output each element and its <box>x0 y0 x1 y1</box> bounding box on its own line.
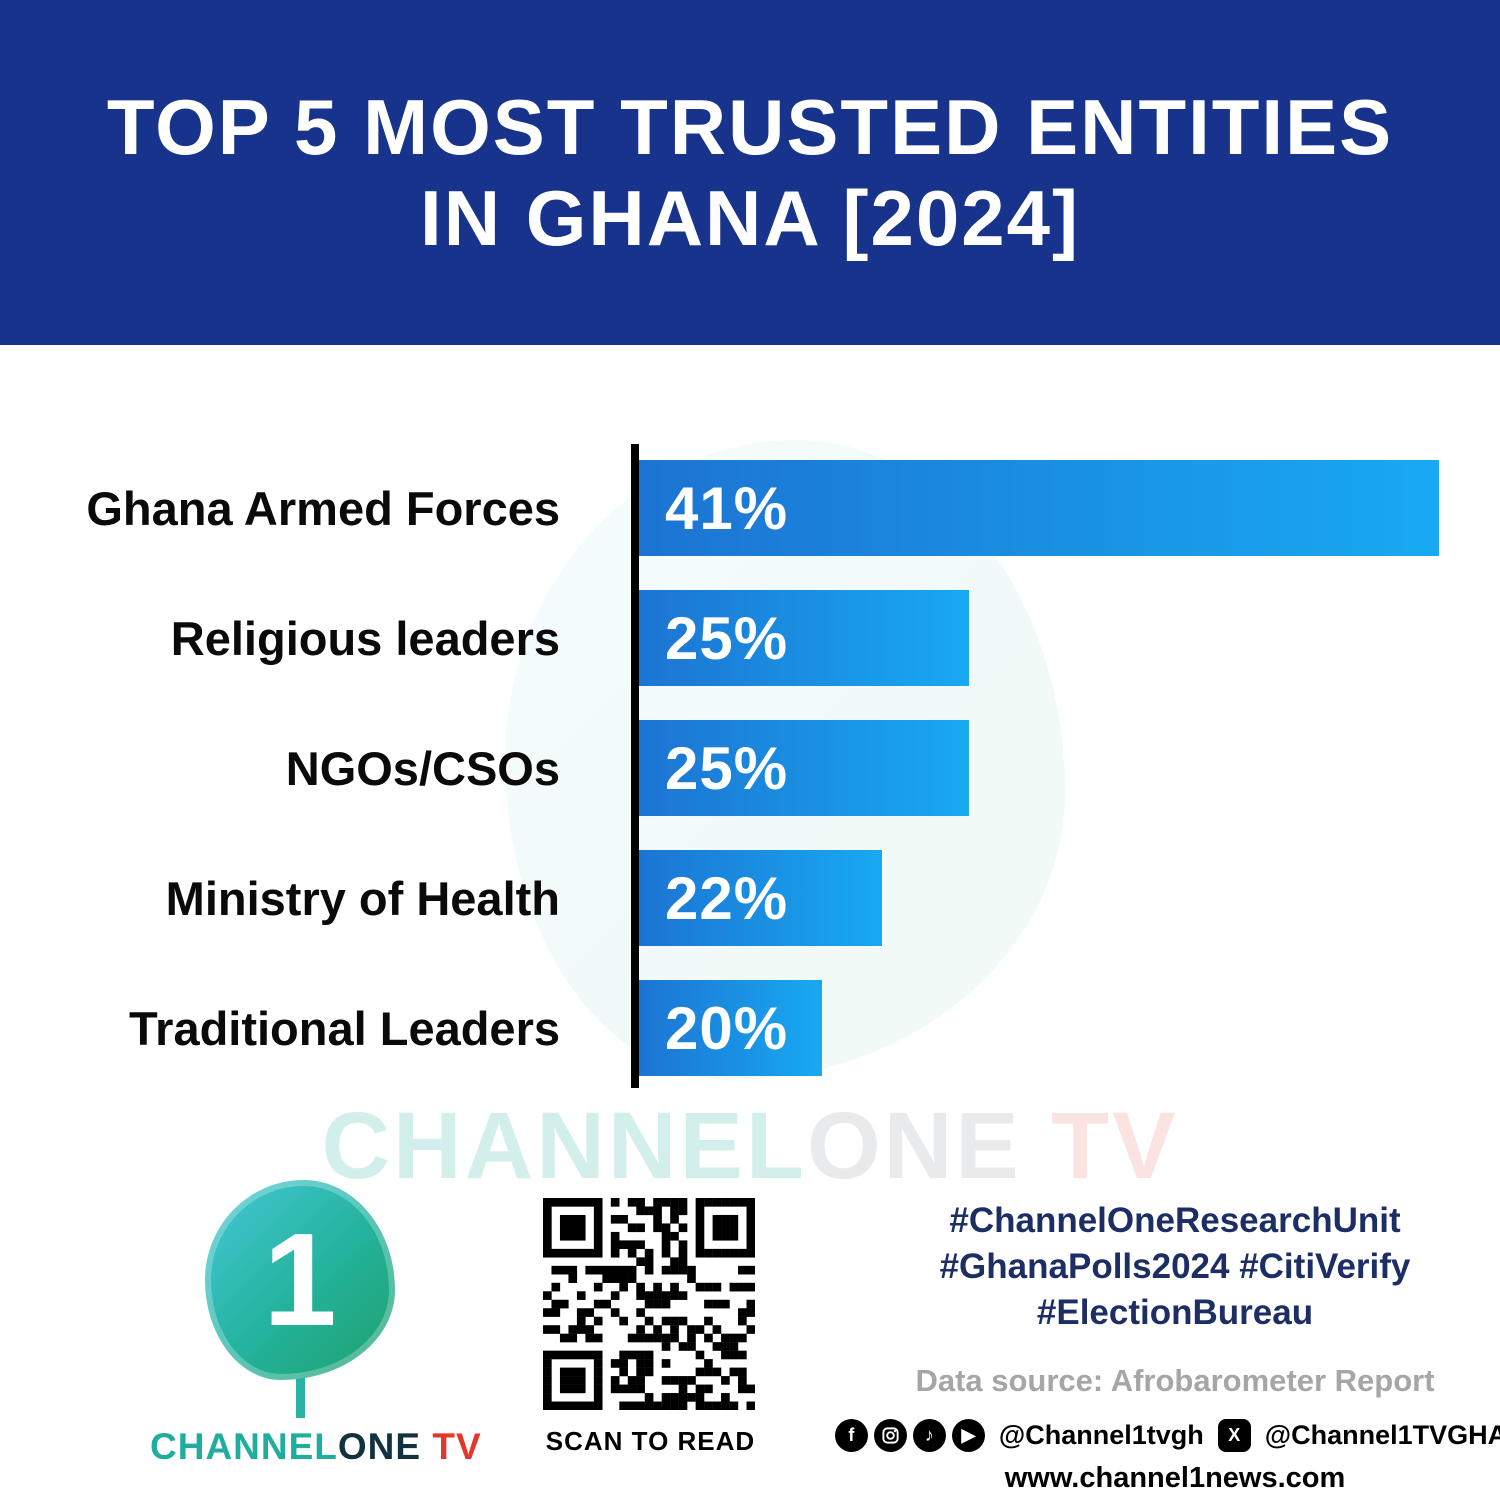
value-label: 41% <box>665 474 789 542</box>
page-title-line1: TOP 5 MOST TRUSTED ENTITIES <box>106 83 1394 172</box>
qr-code <box>543 1198 755 1410</box>
social-row: f ♪ ▶ @Channel1tvgh X @Channel1TVGHA <box>834 1418 1500 1452</box>
channel-one-logo-icon: 1 <box>205 1180 395 1380</box>
bar: 20% <box>639 980 822 1076</box>
hashtag-line-3: #ElectionBureau <box>1036 1293 1314 1333</box>
wordmark-one: ONE <box>337 1426 422 1467</box>
bar: 25% <box>639 590 969 686</box>
value-label: 25% <box>665 734 789 802</box>
facebook-icon: f <box>834 1418 868 1452</box>
category-label: Religious leaders <box>170 611 560 665</box>
header-banner: TOP 5 MOST TRUSTED ENTITIES IN GHANA [20… <box>0 0 1500 345</box>
tiktok-icon: ♪ <box>912 1418 946 1452</box>
qr-caption: SCAN TO READ <box>545 1426 756 1456</box>
chart-row: Ministry of Health 22% <box>0 850 1500 946</box>
category-label: Traditional Leaders <box>129 1001 560 1055</box>
logo-digit: 1 <box>263 1206 337 1353</box>
chart-rows: Ghana Armed Forces 41% Religious leaders 25… <box>0 460 1500 1076</box>
youtube-icon: ▶ <box>951 1418 985 1452</box>
bar: 25% <box>639 720 969 816</box>
qr-block: SCAN TO READ <box>543 1198 758 1457</box>
x-icon: X <box>1217 1418 1251 1452</box>
logo-tail <box>295 1376 305 1418</box>
channel-one-logo-block: 1 CHANNELONE TV <box>150 1180 481 1468</box>
hashtag-line-1: #ChannelOneResearchUnit <box>949 1201 1401 1240</box>
chart-row: Religious leaders 25% <box>0 590 1500 686</box>
category-label: Ministry of Health <box>165 871 560 925</box>
hashtag-line-2: #GhanaPolls2024 #CitiVerify <box>939 1247 1411 1287</box>
instagram-glyph <box>882 1426 899 1444</box>
social-handle-2: @Channel1TVGHA <box>1264 1419 1500 1450</box>
chart-row: Ghana Armed Forces 41% <box>0 460 1500 556</box>
hashtags: #ChannelOneResearchUnit #GhanaPolls2024 … <box>865 1198 1485 1337</box>
social-handle-1: @Channel1tvgh <box>998 1419 1204 1450</box>
category-label: NGOs/CSOs <box>285 741 560 795</box>
chart-row: NGOs/CSOs 25% <box>0 720 1500 816</box>
page-title-line2: IN GHANA [2024] <box>420 173 1080 262</box>
footer-right-column: #ChannelOneResearchUnit #GhanaPolls2024 … <box>834 1198 1500 1495</box>
wordmark-tv: TV <box>421 1426 482 1467</box>
chart-row: Traditional Leaders 20% <box>0 980 1500 1076</box>
bar: 41% <box>639 460 1439 556</box>
chart-axis-line <box>631 444 639 1088</box>
website-url: www.channel1news.com <box>1004 1461 1346 1494</box>
bar-chart: Ghana Armed Forces 41% Religious leaders 25… <box>0 440 1500 1110</box>
value-label: 20% <box>665 994 789 1062</box>
value-label: 22% <box>665 864 789 932</box>
data-source-text: Data source: Afrobarometer Report <box>915 1362 1435 1398</box>
page-title: TOP 5 MOST TRUSTED ENTITIES IN GHANA [20… <box>107 82 1393 263</box>
value-label: 25% <box>665 604 789 672</box>
bar: 22% <box>639 850 882 946</box>
category-label: Ghana Armed Forces <box>86 481 560 535</box>
instagram-icon <box>873 1418 907 1452</box>
wordmark-channel: CHANNEL <box>150 1426 338 1467</box>
channel-one-wordmark: CHANNELONE TV <box>150 1426 481 1468</box>
